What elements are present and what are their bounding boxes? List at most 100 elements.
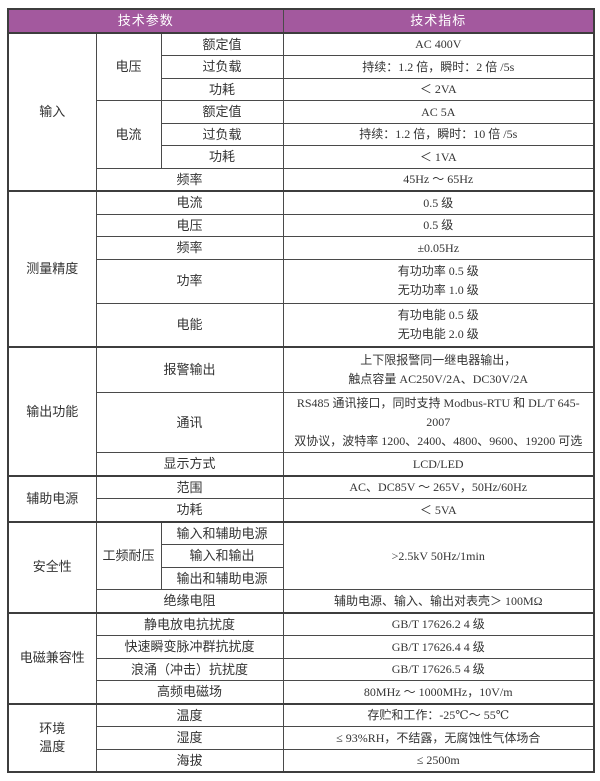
table-row: 输入和输出 — [8, 544, 594, 568]
output-alarm-line2: 触点容量 AC250V/2A、DC30V/2A — [348, 371, 529, 386]
table-row: 电能 有功电能 0.5 级 无功电能 2.0 级 — [8, 302, 595, 348]
current-power-value: ＜ 1VA — [282, 145, 595, 169]
input-voltage-group-label: 电压 — [95, 32, 162, 101]
table-row: 通讯 RS485 通讯接口，同时支持 Modbus-RTU 和 DL/T 645… — [8, 391, 595, 454]
safety-insulation-value: 辅助电源、输入、输出对表壳＞ 100MΩ — [282, 589, 595, 614]
input-current-group-label: 电流 — [95, 100, 162, 169]
table-row: 电流 额定值 AC 5A — [8, 100, 595, 169]
environment-humidity-value: ≤ 93%RH，不结露，无腐蚀性气体场合 — [282, 726, 595, 750]
table-row: 电压 0.5 级 — [8, 213, 595, 237]
auxpower-power-label: 功耗 — [95, 498, 284, 523]
environment-temp-label: 温度 — [95, 702, 284, 728]
table-row: 辅助电源 范围 AC、DC85V ～ 265V，50Hz/60Hz — [7, 474, 595, 523]
accuracy-energy-line1: 有功电能 0.5 级 — [397, 307, 479, 322]
accuracy-section-label: 测量精度 — [7, 190, 97, 348]
auxpower-power-value: ＜ 5VA — [282, 498, 595, 523]
safety-pair2-label: 输入和输出 — [160, 544, 284, 568]
output-alarm-label: 报警输出 — [95, 346, 284, 393]
output-alarm-value: 上下限报警同一继电器输出， 触点容量 AC250V/2A、DC30V/2A — [282, 346, 595, 393]
table-row: 频率 ±0.05Hz — [8, 236, 595, 260]
table-row: 安全性 工频耐压 输入和辅助电源 >2.5kV 50Hz/1min — [7, 520, 595, 614]
environment-temp-value: 存贮和工作：-25℃～ 55℃ — [282, 702, 595, 728]
environment-label-line1: 环境 — [39, 721, 66, 737]
emc-rf-value: 80MHz ～ 1000MHz，10V/m — [282, 680, 595, 705]
output-comm-line2: 双协议，波特率 1200、2400、4800、9600、19200 可选 — [294, 433, 583, 448]
table-row: 绝缘电阻 辅助电源、输入、输出对表壳＞ 100MΩ — [8, 589, 595, 614]
output-display-value: LCD/LED — [282, 452, 595, 477]
header-row: 技术参数 技术指标 — [7, 8, 595, 34]
output-display-label: 显示方式 — [95, 452, 284, 477]
accuracy-energy-value: 有功电能 0.5 级 无功电能 2.0 级 — [282, 302, 595, 348]
table-row: 高频电磁场 80MHz ～ 1000MHz，10V/m — [8, 680, 595, 705]
accuracy-frequency-value: ±0.05Hz — [282, 236, 595, 260]
emc-surge-value: GB/T 17626.5 4 级 — [282, 657, 595, 682]
table-row: 浪涌（冲击）抗扰度 GB/T 17626.5 4 级 — [8, 657, 595, 682]
auxpower-section-label: 辅助电源 — [7, 474, 97, 523]
table-row: 功率 有功功率 0.5 级 无功功率 1.0 级 — [8, 258, 595, 304]
current-rated-value: AC 5A — [282, 100, 595, 124]
input-section-label: 输入 — [7, 32, 97, 192]
table-row: 显示方式 LCD/LED — [8, 452, 595, 477]
current-overload-value: 持续：1.2 倍，瞬时：10 倍 /5s — [282, 122, 595, 146]
output-comm-value: RS485 通讯接口，同时支持 Modbus-RTU 和 DL/T 645-20… — [282, 391, 595, 454]
table-row: 环境 温度 温度 存贮和工作：-25℃～ 55℃ — [7, 702, 595, 773]
emc-esd-label: 静电放电抗扰度 — [95, 611, 284, 637]
current-power-label: 功耗 — [160, 145, 284, 169]
table-row: 输入 电压 额定值 AC 400V — [7, 32, 595, 192]
header-indicators: 技术指标 — [282, 8, 595, 34]
accuracy-power-label: 功率 — [95, 258, 284, 304]
accuracy-frequency-label: 频率 — [95, 236, 284, 260]
header-params: 技术参数 — [7, 8, 284, 34]
table-row: 输出功能 报警输出 上下限报警同一继电器输出， 触点容量 AC250V/2A、D… — [7, 346, 595, 477]
emc-rf-label: 高频电磁场 — [95, 680, 284, 705]
accuracy-voltage-value: 0.5 级 — [282, 213, 595, 237]
table-row: 电磁兼容性 静电放电抗扰度 GB/T 17626.2 4 级 — [7, 611, 595, 705]
safety-insulation-label: 绝缘电阻 — [95, 589, 284, 614]
safety-section-label: 安全性 — [7, 520, 97, 614]
output-alarm-line1: 上下限报警同一继电器输出， — [360, 352, 517, 367]
accuracy-power-value: 有功功率 0.5 级 无功功率 1.0 级 — [282, 258, 595, 304]
safety-withstand-value: >2.5kV 50Hz/1min — [282, 520, 595, 591]
spec-table: 技术参数 技术指标 输入 电压 额定值 AC 400V 过负载 持续：1.2 倍… — [7, 8, 595, 774]
current-overload-label: 过负载 — [160, 122, 284, 146]
input-frequency-label: 频率 — [95, 167, 284, 192]
auxpower-range-label: 范围 — [95, 474, 284, 500]
voltage-power-label: 功耗 — [160, 77, 284, 101]
table-row: 过负载 持续：1.2 倍，瞬时：10 倍 /5s — [8, 122, 595, 146]
environment-section-label: 环境 温度 — [7, 702, 97, 773]
environment-altitude-label: 海拔 — [95, 748, 284, 773]
table-row: 功耗 ＜ 5VA — [8, 498, 595, 523]
emc-eft-label: 快速瞬变脉冲群抗扰度 — [95, 635, 284, 659]
accuracy-power-line2: 无功功率 1.0 级 — [397, 283, 479, 297]
output-section-label: 输出功能 — [7, 346, 97, 477]
accuracy-power-line1: 有功功率 0.5 级 — [397, 263, 479, 278]
voltage-power-value: ＜ 2VA — [282, 77, 595, 101]
environment-altitude-value: ≤ 2500m — [282, 748, 595, 773]
safety-pair3-label: 输出和辅助电源 — [160, 566, 284, 591]
voltage-rated-label: 额定值 — [160, 32, 284, 56]
accuracy-current-value: 0.5 级 — [282, 190, 595, 215]
table-row: 频率 45Hz ～ 65Hz — [8, 167, 595, 192]
emc-esd-value: GB/T 17626.2 4 级 — [282, 611, 595, 637]
safety-pair1-label: 输入和辅助电源 — [160, 520, 284, 546]
table-row: 测量精度 电流 0.5 级 — [7, 190, 595, 348]
accuracy-current-label: 电流 — [95, 190, 284, 215]
table-row: 海拔 ≤ 2500m — [8, 748, 595, 773]
output-comm-label: 通讯 — [95, 391, 284, 454]
accuracy-voltage-label: 电压 — [95, 213, 284, 237]
emc-section-label: 电磁兼容性 — [7, 611, 97, 705]
emc-surge-label: 浪涌（冲击）抗扰度 — [95, 657, 284, 682]
table-row: 快速瞬变脉冲群抗扰度 GB/T 17626.4 4 级 — [8, 635, 595, 659]
environment-humidity-label: 湿度 — [95, 726, 284, 750]
emc-eft-value: GB/T 17626.4 4 级 — [282, 635, 595, 659]
table-row: 湿度 ≤ 93%RH，不结露，无腐蚀性气体场合 — [8, 726, 595, 750]
output-comm-line1: RS485 通讯接口，同时支持 Modbus-RTU 和 DL/T 645-20… — [296, 395, 580, 429]
environment-label-line2: 温度 — [39, 738, 66, 754]
voltage-rated-value: AC 400V — [282, 32, 595, 56]
table-row: 输出和辅助电源 — [8, 566, 594, 591]
accuracy-energy-label: 电能 — [95, 302, 284, 348]
voltage-overload-value: 持续：1.2 倍，瞬时：2 倍 /5s — [282, 55, 595, 79]
safety-withstand-label: 工频耐压 — [95, 520, 162, 591]
voltage-overload-label: 过负载 — [160, 55, 284, 79]
